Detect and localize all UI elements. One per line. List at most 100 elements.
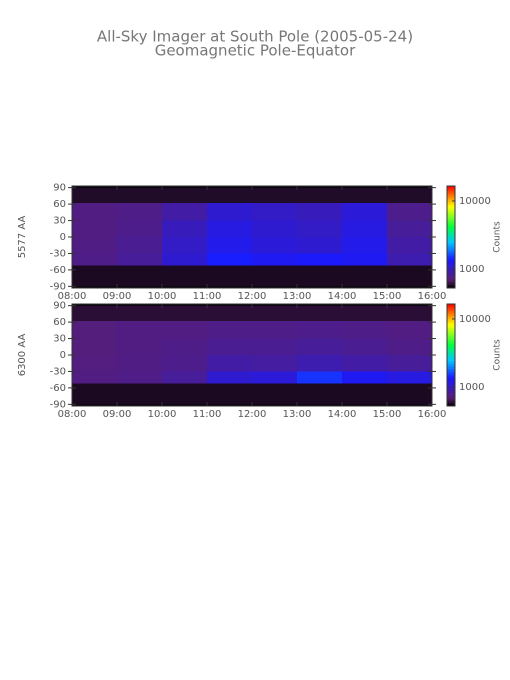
y-tick-label: 30 [53, 216, 66, 227]
colorbar-segment [447, 402, 455, 405]
chart-subtitle: Geomagnetic Pole-Equator [155, 42, 356, 60]
heatmap-cell [117, 203, 163, 221]
y-tick-label: 90 [53, 183, 66, 194]
colorbar-segment [447, 327, 455, 330]
x-tick-label: 09:00 [103, 291, 132, 302]
heatmap-cell [342, 220, 388, 238]
heatmap-cell [72, 203, 118, 221]
heatmap-cell [72, 220, 118, 238]
x-tick-label: 12:00 [238, 291, 267, 302]
heatmap-cell [342, 187, 388, 204]
colorbar-segment [447, 331, 455, 334]
heatmap-cell [72, 371, 118, 384]
colorbar-segment [447, 281, 455, 284]
colorbar-segment [447, 322, 455, 325]
heatmap-cell [207, 383, 253, 405]
heatmap-cell [297, 265, 343, 287]
colorbar-segment [447, 387, 455, 390]
heatmap-cell [207, 321, 253, 339]
heatmap-cell [207, 220, 253, 238]
colorbar-tick-label: 1000 [459, 264, 484, 275]
heatmap-cell [297, 203, 343, 221]
colorbar-segment [447, 211, 455, 214]
heatmap-cell [297, 338, 343, 356]
colorbar-segment [447, 255, 455, 258]
heatmap-cell [162, 355, 208, 372]
colorbar-segment [447, 319, 455, 322]
heatmap-cell [342, 355, 388, 372]
heatmap-cell [162, 383, 208, 405]
heatmap-cell [342, 265, 388, 287]
colorbar-segment [447, 378, 455, 381]
x-tick-label: 13:00 [283, 409, 312, 420]
colorbar-segment [447, 377, 455, 380]
x-tick-label: 14:00 [328, 409, 357, 420]
colorbar-segment [447, 221, 455, 224]
heatmap-cell [207, 203, 253, 221]
colorbar-segment [447, 284, 455, 287]
colorbar-segment [447, 248, 455, 251]
heatmap-cell [342, 338, 388, 356]
colorbar-segment [447, 373, 455, 376]
y-tick-label: -60 [50, 383, 66, 394]
colorbar-segment [447, 344, 455, 347]
heatmap-cell [297, 237, 343, 254]
colorbar-segment [447, 235, 455, 238]
colorbar-segment [447, 286, 455, 289]
colorbar-segment [447, 282, 455, 285]
heatmap-cell [297, 383, 343, 405]
heatmap-cell [297, 355, 343, 372]
colorbar-segment [447, 252, 455, 255]
colorbar-segment [447, 324, 455, 327]
heatmap-cell [207, 265, 253, 287]
heatmap-cell [207, 237, 253, 254]
colorbar-segment [447, 385, 455, 388]
colorbar-segment [447, 348, 455, 351]
heatmap-cell [72, 355, 118, 372]
colorbar-segment [447, 201, 455, 204]
heatmap-cell [297, 321, 343, 339]
colorbar-segment [447, 243, 455, 246]
colorbar-segment [447, 274, 455, 277]
heatmap-cell [117, 305, 163, 322]
colorbar-segment [447, 395, 455, 398]
colorbar-segment [447, 223, 455, 226]
heatmap-cell [342, 371, 388, 384]
colorbar-segment [447, 231, 455, 234]
colorbar-frame [446, 185, 456, 289]
heatmap-cell [72, 338, 118, 356]
colorbar-segment [447, 247, 455, 250]
x-tick-label: 15:00 [373, 291, 402, 302]
colorbar-segment [447, 370, 455, 373]
colorbar-segment [447, 187, 455, 190]
y-tick-label: 0 [60, 232, 66, 243]
colorbar-segment [447, 307, 455, 310]
colorbar-segment [447, 351, 455, 354]
colorbar-segment [447, 228, 455, 231]
colorbar-segment [447, 271, 455, 273]
heatmap-cell [252, 305, 298, 322]
colorbar-segment [447, 383, 455, 386]
x-tick-label: 10:00 [148, 291, 177, 302]
colorbar-segment [447, 277, 455, 280]
colorbar-segment [447, 341, 455, 344]
heatmap-cell [342, 237, 388, 254]
colorbar-segment [447, 358, 455, 361]
colorbar-segment [447, 240, 455, 243]
heatmap-cell [117, 321, 163, 339]
colorbar-label: Counts [493, 339, 503, 371]
colorbar-segment [447, 365, 455, 368]
heatmap-cell [117, 338, 163, 356]
colorbar-segment [447, 315, 455, 318]
x-tick-label: 16:00 [418, 291, 447, 302]
colorbar-segment [447, 366, 455, 369]
colorbar-segment [447, 304, 455, 306]
colorbar-segment [447, 230, 455, 233]
heatmap-cell [117, 187, 163, 204]
colorbar-segment [447, 192, 455, 195]
heatmap-cell [297, 220, 343, 238]
colorbar-segment [447, 404, 455, 407]
heatmap-cell [162, 338, 208, 356]
colorbar-segment [447, 321, 455, 323]
